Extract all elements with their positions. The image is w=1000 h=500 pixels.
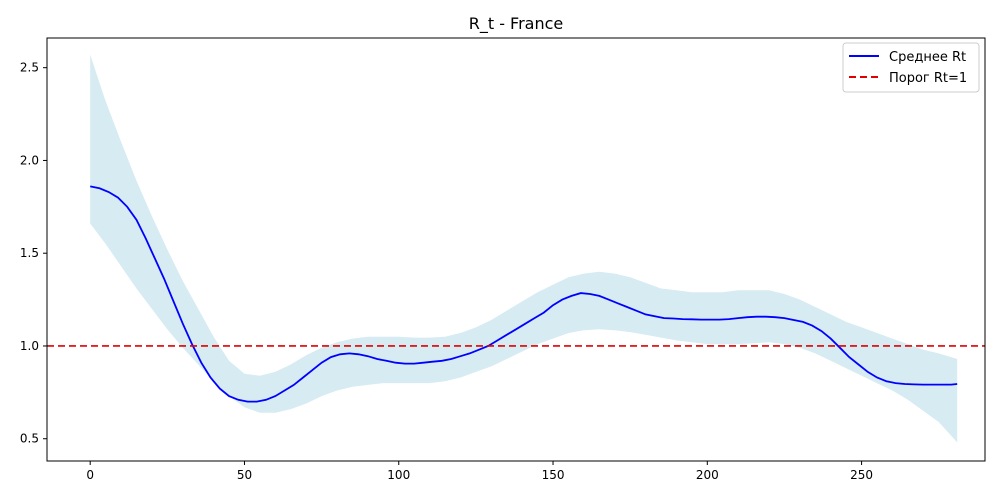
legend: Среднее Rt Порог Rt=1 [842,42,980,93]
y-tick-label: 0.5 [20,432,39,446]
x-tick-label: 250 [850,468,873,482]
legend-threshold-label: Порог Rt=1 [889,71,967,86]
confidence-band [90,54,958,443]
x-tick-label: 150 [542,468,565,482]
y-tick-label: 2.5 [20,61,39,75]
mean-rt-line [90,185,958,403]
chart-title: R_t - France [469,14,564,34]
y-tick-label: 1.5 [20,246,39,260]
y-tick-label: 1.0 [20,339,39,353]
x-tick-label: 50 [237,468,252,482]
y-axis: 0.5 1.0 1.5 2.0 2.5 [20,61,47,446]
legend-mean-label: Среднее Rt [889,50,966,65]
axes-frame [46,37,986,462]
y-tick-label: 2.0 [20,153,39,167]
x-tick-label: 100 [387,468,410,482]
x-tick-label: 200 [696,468,719,482]
x-tick-label: 0 [86,468,94,482]
x-axis: 0 50 100 150 200 250 [86,461,873,482]
plot-area [47,54,985,443]
